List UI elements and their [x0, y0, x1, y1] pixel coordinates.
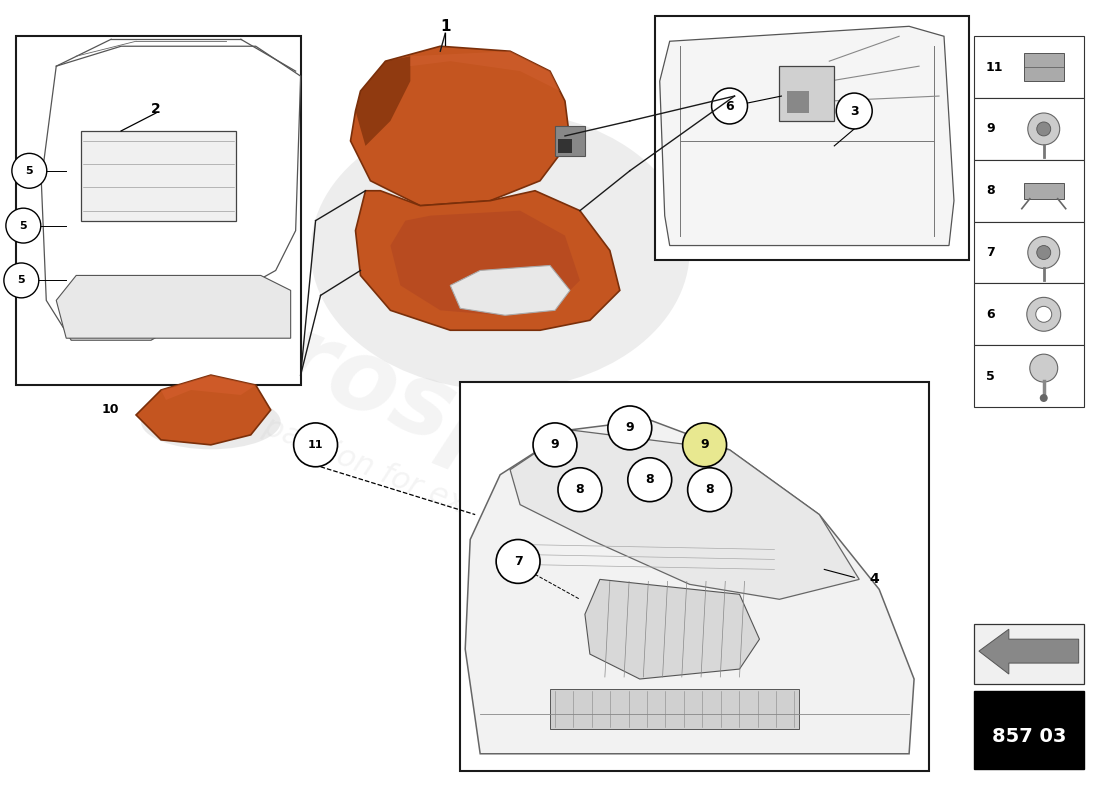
Text: 2: 2	[151, 102, 161, 116]
Bar	[974, 36, 1084, 98]
Text: a passion for excellence 1985: a passion for excellence 1985	[233, 401, 668, 598]
Bar	[974, 624, 1084, 684]
Text: 10: 10	[101, 403, 119, 417]
Polygon shape	[510, 430, 859, 599]
Polygon shape	[660, 26, 954, 246]
Circle shape	[628, 458, 672, 502]
Bar	[81, 131, 235, 221]
Text: 9: 9	[551, 438, 559, 451]
Bar	[974, 98, 1084, 160]
Bar	[550, 689, 800, 729]
Text: 11: 11	[986, 61, 1003, 74]
Polygon shape	[56, 275, 290, 338]
Circle shape	[712, 88, 748, 124]
Polygon shape	[465, 420, 914, 754]
Bar	[780, 66, 834, 121]
Polygon shape	[355, 56, 410, 146]
Text: 9: 9	[986, 122, 994, 135]
Polygon shape	[585, 579, 759, 679]
Text: 9: 9	[626, 422, 634, 434]
Circle shape	[608, 406, 651, 450]
Polygon shape	[355, 190, 619, 330]
Text: 3: 3	[850, 105, 858, 118]
Circle shape	[4, 263, 38, 298]
Circle shape	[683, 423, 727, 466]
Text: eurospares: eurospares	[139, 257, 761, 583]
Text: 4: 4	[869, 572, 879, 586]
Text: 5: 5	[20, 221, 28, 230]
Text: 9: 9	[701, 438, 708, 451]
Circle shape	[1026, 298, 1060, 331]
Bar	[1024, 182, 1064, 198]
Polygon shape	[450, 266, 570, 315]
Circle shape	[1027, 237, 1059, 269]
Text: 6: 6	[725, 99, 734, 113]
Bar	[974, 222, 1084, 283]
Circle shape	[1037, 122, 1050, 136]
Text: 8: 8	[646, 474, 654, 486]
Circle shape	[1027, 113, 1059, 145]
Text: 5: 5	[986, 370, 994, 382]
Text: 7: 7	[986, 246, 994, 259]
Polygon shape	[390, 210, 580, 315]
Text: 8: 8	[575, 483, 584, 496]
Text: 6: 6	[986, 308, 994, 321]
Polygon shape	[161, 375, 255, 400]
Polygon shape	[136, 375, 271, 445]
Circle shape	[534, 423, 576, 466]
Ellipse shape	[310, 111, 690, 390]
Bar	[974, 160, 1084, 222]
Bar	[788, 91, 810, 113]
Bar	[558, 139, 572, 153]
Circle shape	[1040, 394, 1047, 402]
Circle shape	[496, 539, 540, 583]
Circle shape	[1036, 306, 1052, 322]
Bar	[556, 126, 585, 156]
Polygon shape	[410, 51, 560, 91]
Bar	[1024, 54, 1064, 81]
Circle shape	[1030, 354, 1058, 382]
Polygon shape	[351, 46, 570, 206]
Circle shape	[6, 208, 41, 243]
Text: 8: 8	[986, 184, 994, 198]
Ellipse shape	[141, 394, 280, 450]
Bar	[16, 36, 300, 385]
Text: 11: 11	[308, 440, 323, 450]
Bar	[974, 691, 1084, 769]
Bar	[974, 345, 1084, 407]
Circle shape	[558, 468, 602, 512]
Bar	[654, 16, 969, 261]
Polygon shape	[979, 630, 1079, 674]
Text: 5: 5	[18, 275, 25, 286]
Text: 857 03: 857 03	[991, 727, 1066, 746]
Text: 8: 8	[705, 483, 714, 496]
Circle shape	[12, 154, 47, 188]
Bar	[460, 382, 930, 770]
Circle shape	[294, 423, 338, 466]
Circle shape	[836, 93, 872, 129]
Circle shape	[688, 468, 732, 512]
Text: 7: 7	[514, 555, 522, 568]
Circle shape	[1037, 246, 1050, 259]
Text: 1: 1	[440, 19, 451, 34]
Bar	[974, 283, 1084, 345]
Text: 5: 5	[25, 166, 33, 176]
